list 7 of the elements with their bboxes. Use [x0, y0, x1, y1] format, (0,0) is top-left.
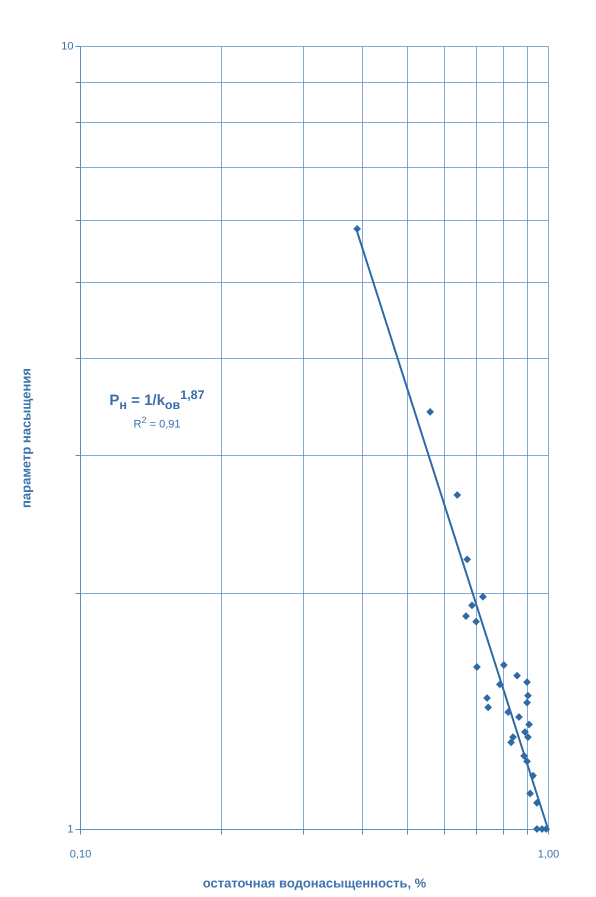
y-axis-title: параметр насыщения	[18, 368, 34, 508]
annotation: R$^{2}$ = 0,91	[132, 415, 182, 431]
x-tick-label: 0,10	[70, 848, 92, 860]
x-axis-title: остаточная водонасыщенность, %	[202, 876, 427, 890]
x-tick-label: 1,00	[538, 848, 560, 860]
y-tick-label: 1	[67, 824, 74, 836]
y-tick-label: 10	[61, 40, 74, 52]
